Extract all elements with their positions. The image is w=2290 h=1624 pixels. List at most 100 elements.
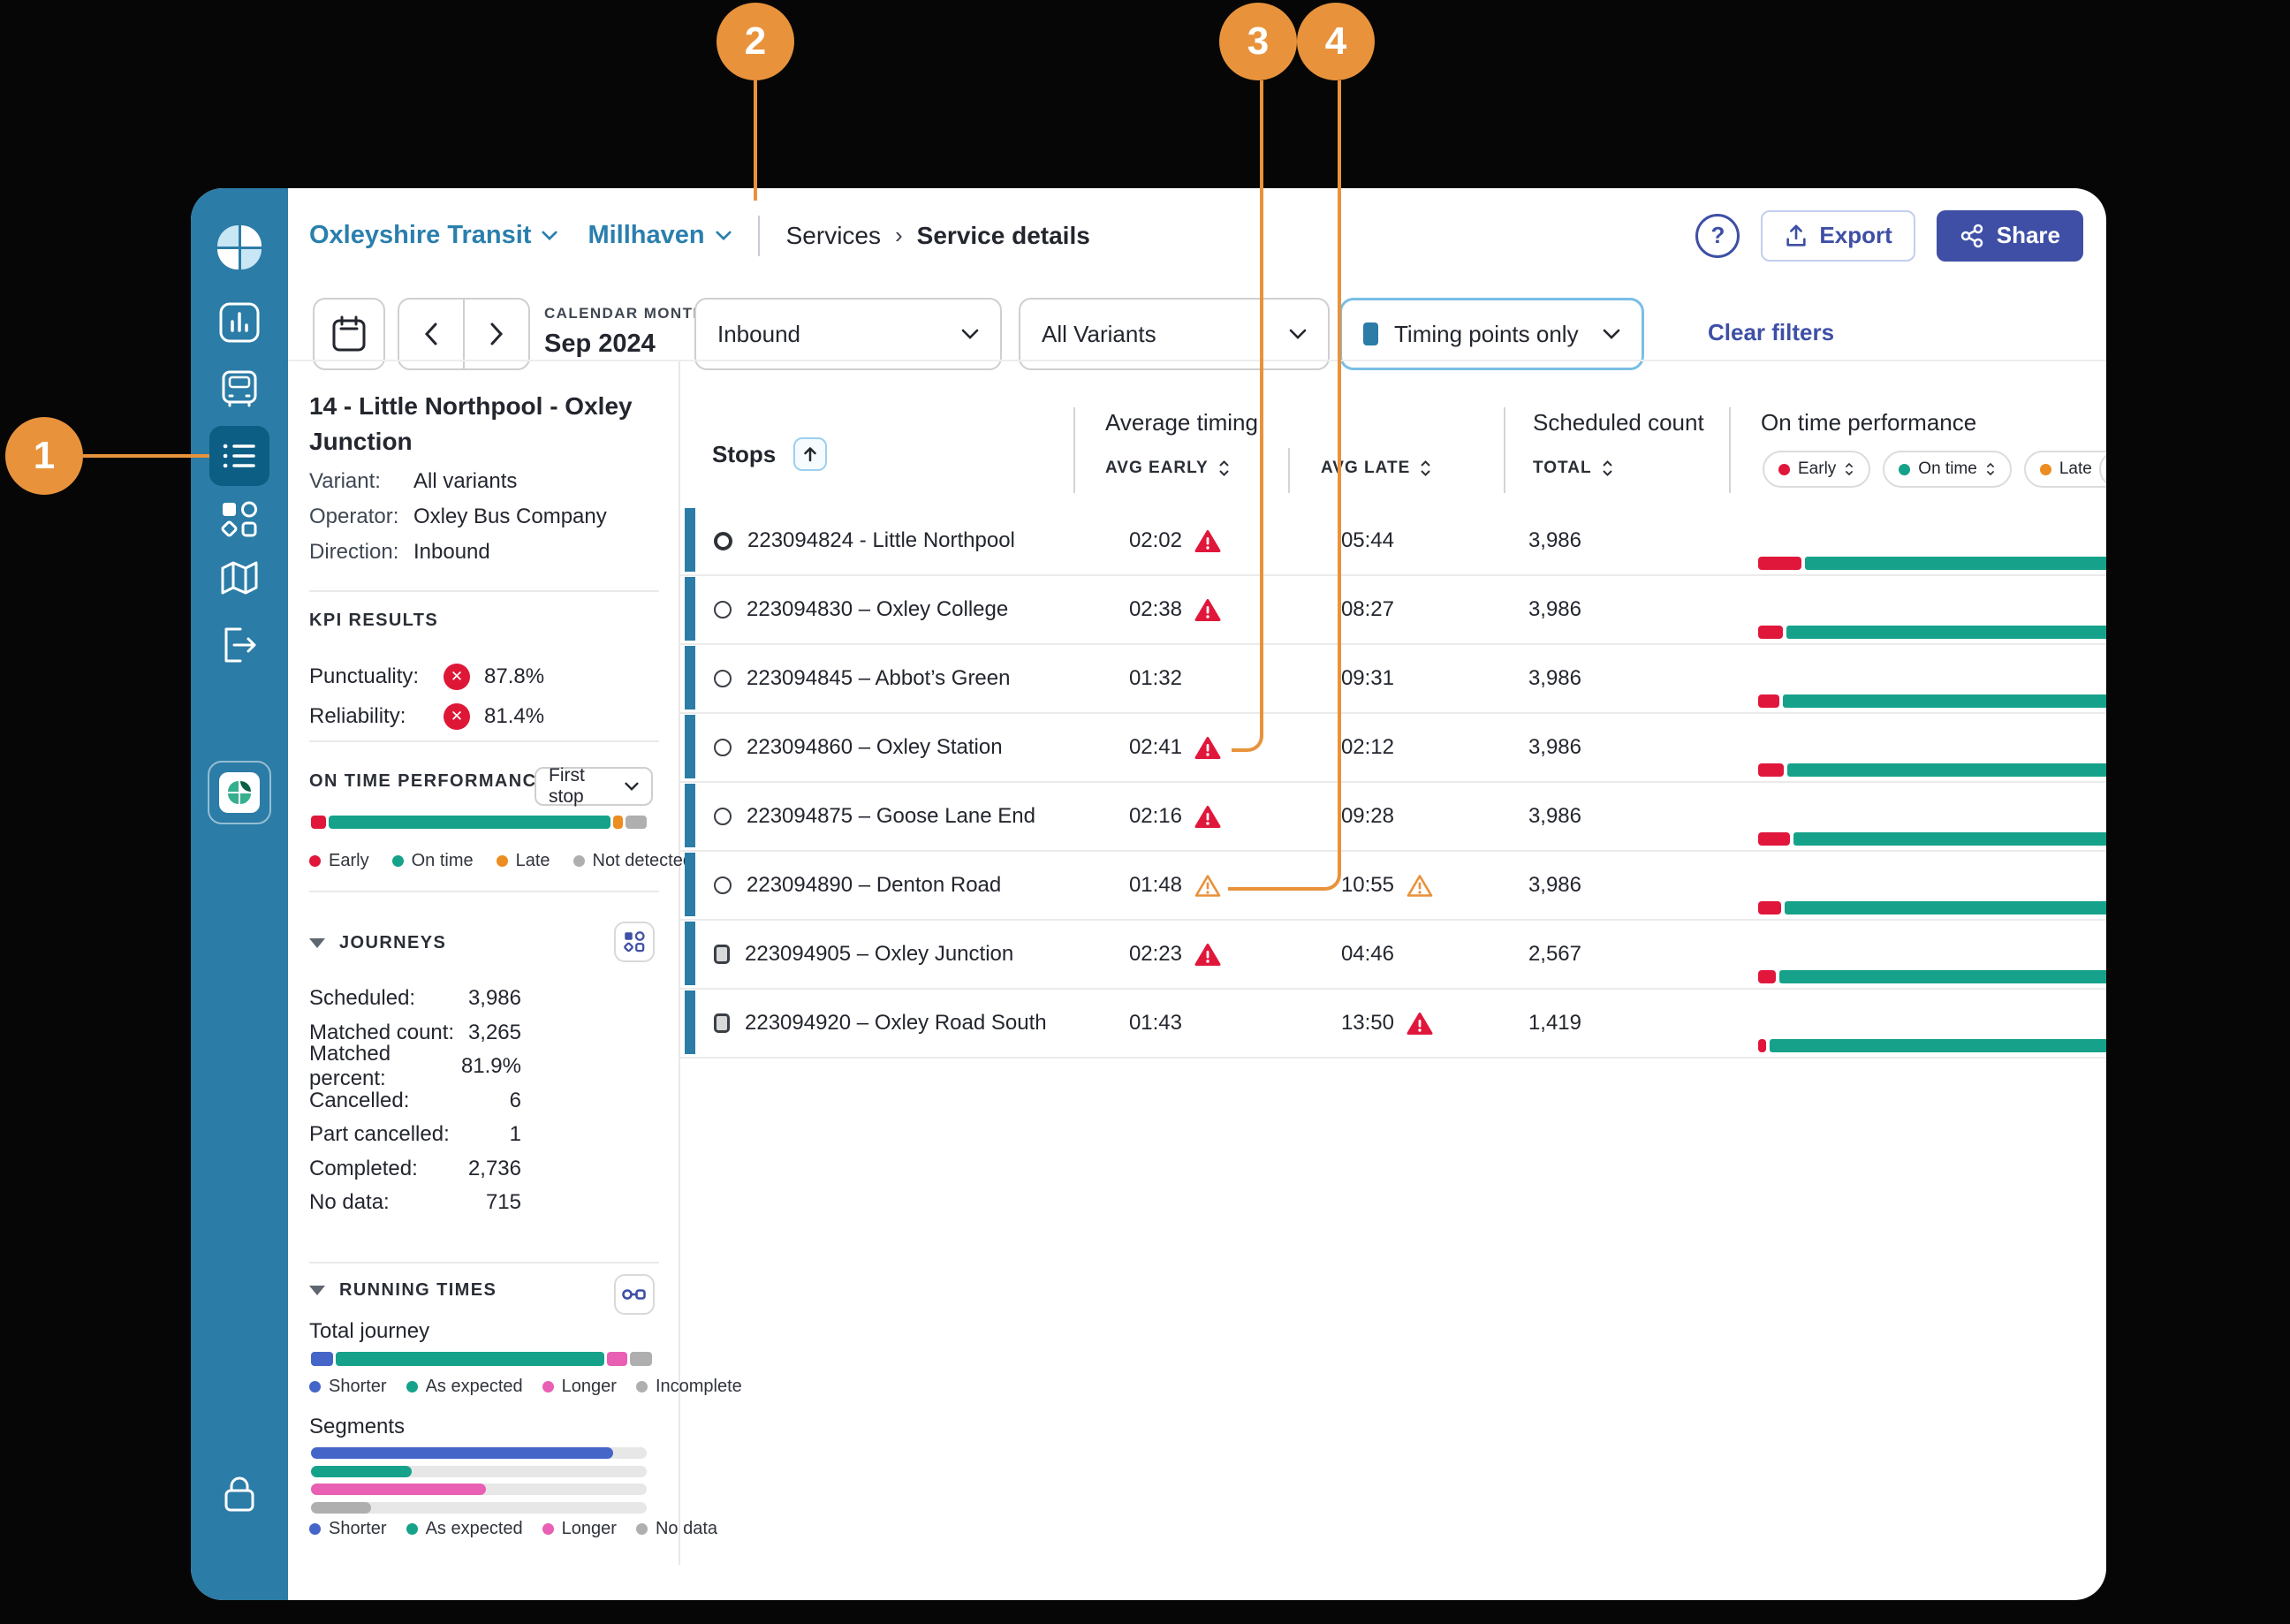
segment-bar-track bbox=[311, 1465, 647, 1477]
calendar-button[interactable] bbox=[313, 298, 385, 370]
stop-row[interactable]: 223094845 – Abbot’s Green 01:32 09:31 3 bbox=[679, 645, 2106, 714]
legend-item: Late bbox=[496, 851, 550, 871]
total-journey-bar bbox=[311, 1352, 653, 1366]
org-name: Oxleyshire Transit bbox=[309, 221, 532, 249]
stop-row[interactable]: 223094890 – Denton Road 01:48 10:55 3,9 bbox=[679, 852, 2106, 921]
divider bbox=[309, 740, 659, 742]
sidebar-item-workspace[interactable] bbox=[208, 761, 271, 824]
otp-bar-segment bbox=[329, 816, 610, 829]
otp-sort-chip[interactable]: Early bbox=[1763, 451, 1871, 488]
stop-type-icon bbox=[714, 670, 732, 687]
timing-points-select[interactable]: Timing points only bbox=[1339, 298, 1644, 370]
avg-late-column-header[interactable]: AVG LATE bbox=[1321, 459, 1432, 478]
stop-type-icon bbox=[714, 808, 732, 825]
help-button[interactable]: ? bbox=[1695, 213, 1740, 258]
stop-row[interactable]: 223094824 - Little Northpool 02:02 05:44 bbox=[679, 507, 2106, 576]
stop-type-icon bbox=[714, 945, 730, 964]
row-otp-bar bbox=[1758, 832, 2106, 846]
stop-row[interactable]: 223094875 – Goose Lane End 02:16 09:28 bbox=[679, 783, 2106, 852]
scheduled-total-value: 3,986 bbox=[1528, 666, 1581, 690]
row-otp-bar bbox=[1758, 763, 2106, 777]
direction-select[interactable]: Inbound bbox=[694, 298, 1002, 370]
stop-type-icon bbox=[714, 601, 732, 618]
running-times-heading-label: RUNNING TIMES bbox=[339, 1280, 497, 1300]
otp-bar-early-segment bbox=[1758, 970, 1776, 983]
variant-value: All Variants bbox=[1042, 320, 1156, 347]
otp-bar-early-segment bbox=[1758, 626, 1783, 639]
callout-1-line bbox=[83, 454, 209, 458]
kpi-value: 87.8% bbox=[484, 664, 545, 688]
journey-stat-row: Matched percent: 81.9% bbox=[309, 1042, 521, 1090]
running-times-heading[interactable]: RUNNING TIMES bbox=[309, 1280, 497, 1301]
sidebar-item-vehicles[interactable] bbox=[218, 368, 261, 411]
avg-early-column-header[interactable]: AVG EARLY bbox=[1105, 459, 1231, 478]
variant-select[interactable]: All Variants bbox=[1019, 298, 1330, 370]
segments-label: Segments bbox=[309, 1415, 406, 1438]
otp-bar-ontime-segment bbox=[1805, 557, 2106, 570]
stat-label: Matched percent: bbox=[309, 1042, 391, 1091]
export-icon bbox=[1786, 224, 1807, 247]
stat-value: 3,986 bbox=[467, 986, 521, 1011]
avg-timing-group-header: Average timing bbox=[1105, 409, 1258, 436]
otp-sort-chip[interactable]: Late bbox=[2023, 451, 2106, 488]
legend-dot bbox=[542, 1381, 554, 1393]
app-logo-icon bbox=[217, 225, 262, 269]
topbar: Oxleyshire Transit Millhaven Services › … bbox=[288, 188, 2106, 283]
sidebar-item-analytics[interactable] bbox=[218, 301, 261, 344]
sidebar-item-lock[interactable] bbox=[219, 1473, 260, 1514]
route-strip bbox=[685, 853, 695, 916]
clear-filters-link[interactable]: Clear filters bbox=[1708, 319, 1835, 345]
sidebar-item-journeys[interactable] bbox=[219, 499, 260, 540]
sort-icon bbox=[1602, 460, 1612, 476]
row-otp-bar bbox=[1758, 1039, 2106, 1052]
journey-stat-row: Scheduled: 3,986 bbox=[309, 982, 521, 1016]
otp-stop-select[interactable]: First stop bbox=[535, 765, 653, 807]
logout-icon bbox=[224, 627, 256, 663]
row-otp-bar bbox=[1758, 901, 2106, 914]
stop-row[interactable]: 223094830 – Oxley College 02:38 08:27 3 bbox=[679, 576, 2106, 645]
total-column-header[interactable]: TOTAL bbox=[1533, 459, 1614, 478]
avg-early-value: 02:38 bbox=[1128, 597, 1182, 621]
next-month-button[interactable] bbox=[465, 300, 528, 368]
org-selector[interactable]: Oxleyshire Transit bbox=[309, 221, 558, 250]
stop-row[interactable]: 223094905 – Oxley Junction 02:23 04:46 bbox=[679, 921, 2106, 990]
otp-stacked-bar bbox=[311, 816, 652, 829]
filter-bar: CALENDAR MONTH Sep 2024 Inbound All Vari… bbox=[309, 298, 2106, 374]
otp-bar-early-segment bbox=[1758, 832, 1790, 846]
share-button[interactable]: Share bbox=[1936, 209, 2083, 262]
legend-label: Incomplete bbox=[655, 1377, 742, 1396]
detail-label: Direction: bbox=[309, 540, 399, 564]
journeys-detail-button[interactable] bbox=[614, 922, 655, 962]
otp-bar-segment bbox=[311, 816, 327, 829]
sidebar-item-map[interactable] bbox=[218, 558, 261, 599]
legend-label: Shorter bbox=[329, 1519, 387, 1538]
stops-table-header: Stops Average timing AVG EARLY bbox=[679, 360, 2106, 507]
prev-month-button[interactable] bbox=[399, 300, 465, 368]
otp-sort-chip[interactable]: On time bbox=[1883, 451, 2012, 488]
breadcrumb-separator: › bbox=[895, 222, 903, 248]
stop-type-icon bbox=[714, 739, 732, 756]
column-divider bbox=[1073, 407, 1075, 493]
divider bbox=[309, 1262, 659, 1264]
legend-label: Shorter bbox=[329, 1377, 387, 1396]
otp-chips: Early On time Late bbox=[1763, 451, 2106, 488]
stop-row[interactable]: 223094860 – Oxley Station 02:41 02:12 3 bbox=[679, 714, 2106, 783]
early-warning-icon bbox=[1194, 529, 1221, 553]
sidebar-item-logout[interactable] bbox=[219, 625, 260, 665]
legend-dot bbox=[635, 1381, 648, 1393]
early-warning-icon bbox=[1194, 598, 1221, 622]
breadcrumb-services[interactable]: Services bbox=[785, 221, 881, 249]
region-selector[interactable]: Millhaven bbox=[588, 221, 732, 250]
callout-4-badge: 4 bbox=[1297, 3, 1375, 80]
shapes-icon bbox=[624, 931, 645, 952]
stops-sort-button[interactable] bbox=[793, 437, 828, 471]
stop-row[interactable]: 223094920 – Oxley Road South 01:43 13:50 bbox=[679, 990, 2106, 1059]
legend-label: As expected bbox=[425, 1377, 523, 1396]
sidebar-item-services-active[interactable] bbox=[209, 426, 269, 486]
segment-bar-fill bbox=[311, 1465, 412, 1477]
export-button[interactable]: Export bbox=[1761, 209, 1915, 262]
journeys-heading[interactable]: JOURNEYS bbox=[309, 933, 446, 953]
running-times-link-button[interactable] bbox=[614, 1274, 655, 1315]
avg-early-value: 01:43 bbox=[1128, 1011, 1182, 1035]
content-area: Oxleyshire Transit Millhaven Services › … bbox=[288, 188, 2106, 1600]
